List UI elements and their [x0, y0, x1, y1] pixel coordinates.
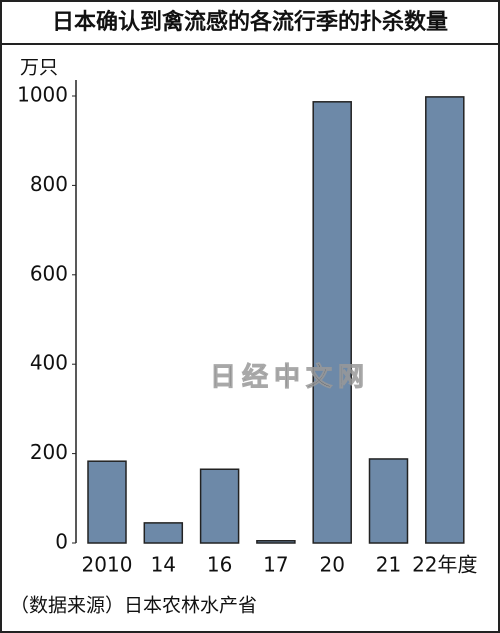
y-tick-label: 200 [30, 440, 68, 464]
y-tick-label: 1000 [17, 83, 68, 107]
bar [425, 96, 465, 544]
bar [199, 468, 240, 544]
y-tick-label: 600 [30, 261, 68, 285]
chart-title: 日本确认到禽流感的各流行季的扑杀数量 [52, 9, 448, 35]
bar [368, 458, 409, 544]
watermark: 日经中文网 [210, 362, 370, 393]
source-note: （数据来源）日本农林水产省 [10, 595, 257, 617]
y-tick-label: 400 [30, 351, 68, 375]
x-tick-label: 21 [376, 553, 401, 577]
bar [143, 522, 184, 544]
x-tick-label: 14 [151, 553, 176, 577]
y-axis-unit: 万只 [20, 57, 58, 79]
x-tick-label: 20 [319, 553, 344, 577]
x-tick-label: 2010 [82, 553, 133, 577]
x-tick-label: 16 [207, 553, 232, 577]
bar [312, 101, 352, 544]
x-tick-label: 17 [263, 553, 288, 577]
bar [256, 540, 296, 544]
bar [87, 460, 127, 544]
y-tick-label: 800 [30, 172, 68, 196]
y-tick-label: 0 [55, 530, 68, 554]
x-tick-label: 22年度 [412, 553, 477, 577]
